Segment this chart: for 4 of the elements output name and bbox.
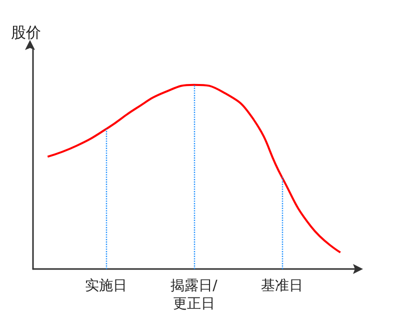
y-axis-title: 股价 bbox=[11, 24, 41, 42]
x-tick-label: 揭露日/ 更正日 bbox=[170, 278, 218, 312]
x-tick-label: 基准日 bbox=[260, 278, 303, 294]
x-tick-label: 实施日 bbox=[85, 278, 128, 294]
